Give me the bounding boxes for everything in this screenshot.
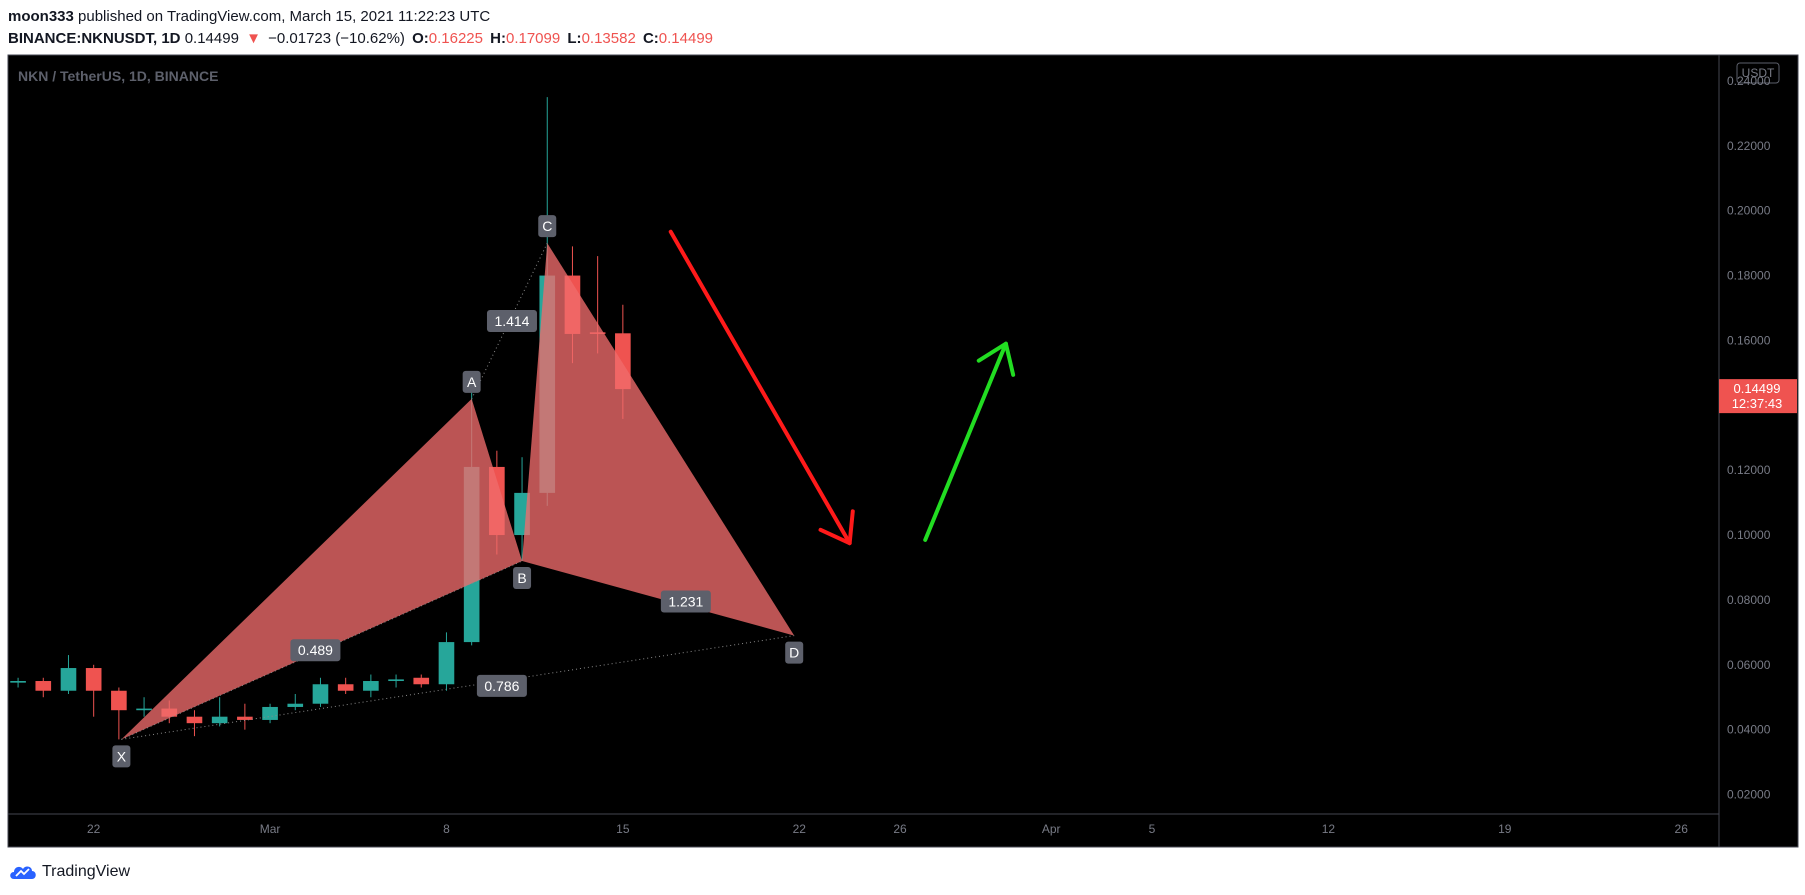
symbol-line: BINANCE:NKNUSDT, 1D 0.14499 ▼ −0.01723 (…	[8, 28, 716, 50]
candle-body	[438, 642, 455, 685]
pattern-point-badge	[785, 641, 804, 664]
footer: TradingView	[8, 860, 130, 884]
pattern-point-label: B	[517, 570, 526, 586]
close-label: C:	[642, 30, 659, 47]
pattern-point-label: X	[117, 748, 127, 764]
chart-title: NKN / TetherUS, 1D, BINANCE	[18, 68, 218, 84]
low-value: 0.13582	[581, 30, 636, 47]
pattern-point-badge	[538, 215, 557, 238]
time-tick-label: 22	[87, 822, 101, 836]
pattern-ratio-badge	[660, 590, 711, 613]
low-label: L:	[567, 30, 582, 47]
price-tick-label: 0.04000	[1727, 723, 1771, 737]
pattern-ratio-badge	[290, 639, 341, 662]
price-tick-label: 0.18000	[1727, 269, 1771, 283]
time-tick-label: Apr	[1042, 822, 1061, 836]
price-tick-label: 0.12000	[1727, 463, 1771, 477]
time-tick-label: 19	[1498, 822, 1512, 836]
candle-body	[237, 716, 253, 720]
currency-label: USDT	[1742, 66, 1775, 80]
price-change: −0.01723 (−10.62%)	[268, 30, 405, 47]
candle-body	[35, 681, 52, 691]
time-tick-label: 26	[893, 822, 907, 836]
pattern-ratio-line	[471, 242, 548, 400]
pattern-ratio-label: 1.414	[494, 313, 529, 329]
candle-body	[10, 681, 26, 683]
pattern-point-label: D	[789, 645, 799, 661]
candle-body	[211, 716, 228, 724]
price-tick-label: 0.06000	[1727, 658, 1771, 672]
price-tick-label: 0.08000	[1727, 593, 1771, 607]
trend-arrow-shaft	[668, 229, 852, 546]
pattern-ratio-label: 0.786	[484, 678, 519, 694]
candle-body	[186, 716, 203, 724]
pattern-triangle	[522, 243, 795, 636]
candle-body	[388, 679, 404, 682]
pattern-point-label: C	[542, 218, 552, 234]
price-tick-label: 0.10000	[1727, 528, 1771, 542]
harmonic-pattern[interactable]: X A B C D 0.489 1.414 1.231 0.786	[112, 215, 804, 768]
pattern-point-badge	[462, 370, 481, 393]
time-tick-label: 5	[1149, 822, 1156, 836]
price-tick-label: 0.22000	[1727, 139, 1771, 153]
time-tick-label: 12	[1322, 822, 1336, 836]
price-tick-label: 0.20000	[1727, 204, 1771, 218]
trend-arrow-shaft	[923, 341, 1008, 542]
trend-arrows[interactable]	[668, 229, 1016, 546]
pattern-ratio-badge	[486, 309, 537, 332]
pattern-ratio-badge	[476, 674, 527, 697]
trend-arrow-head	[976, 341, 1016, 377]
candle-body	[262, 706, 278, 720]
candle-body	[312, 684, 329, 704]
currency-badge[interactable]	[1736, 62, 1780, 84]
candle-body	[85, 668, 102, 691]
candle-body	[287, 703, 304, 707]
high-value: 0.17099	[505, 30, 561, 47]
time-tick-label: 26	[1675, 822, 1689, 836]
time-tick-label: Mar	[260, 822, 281, 836]
candle-body	[413, 677, 430, 685]
publish-header: moon333 published on TradingView.com, Ma…	[8, 6, 716, 50]
price-tick-label: 0.02000	[1727, 788, 1771, 802]
author-name[interactable]: moon333	[8, 8, 74, 25]
time-tick-label: 8	[443, 822, 450, 836]
candle-body	[363, 681, 379, 691]
bar-countdown-timer: 12:37:43	[1732, 396, 1783, 411]
symbol-name: BINANCE:NKNUSDT, 1D	[8, 30, 181, 47]
time-tick-label: 22	[793, 822, 807, 836]
close-value: 0.14499	[658, 30, 714, 47]
down-arrow-icon: ▼	[246, 30, 261, 47]
pattern-triangle	[121, 398, 523, 740]
time-tick-label: 15	[616, 822, 630, 836]
publish-line: moon333 published on TradingView.com, Ma…	[8, 6, 716, 28]
chart-frame	[7, 54, 1799, 848]
pattern-ratio-label: 0.489	[298, 642, 333, 658]
tradingview-cloud-icon	[10, 866, 36, 879]
chart-background	[8, 55, 1798, 847]
last-price: 0.14499	[184, 30, 239, 47]
trend-arrow-head	[818, 509, 855, 546]
open-value: 0.16225	[428, 30, 483, 47]
publish-info: published on TradingView.com, March 15, …	[78, 8, 491, 25]
candle-body	[111, 690, 127, 711]
pattern-point-label: A	[467, 374, 477, 390]
tradingview-brand[interactable]: TradingView	[42, 863, 131, 880]
open-label: O:	[412, 30, 429, 47]
pattern-ratio-line	[121, 635, 795, 740]
pattern-point-badge	[513, 567, 532, 589]
pattern-ratio-label: 1.231	[668, 594, 703, 610]
time-axis[interactable]: 22 Mar 8 15 22 26 Apr 5 12 19 26	[87, 822, 1688, 836]
candle-body	[136, 708, 152, 711]
current-price-value: 0.14499	[1734, 381, 1781, 396]
current-price-label: 0.14499 12:37:43	[1719, 379, 1797, 414]
price-tick-label: 0.24000	[1727, 74, 1771, 88]
high-label: H:	[490, 30, 506, 47]
pattern-point-badge	[112, 745, 131, 768]
current-price-badge	[1719, 379, 1797, 414]
price-tick-label: 0.16000	[1727, 333, 1771, 347]
candle-body	[60, 668, 77, 691]
candle-body	[337, 684, 354, 691]
